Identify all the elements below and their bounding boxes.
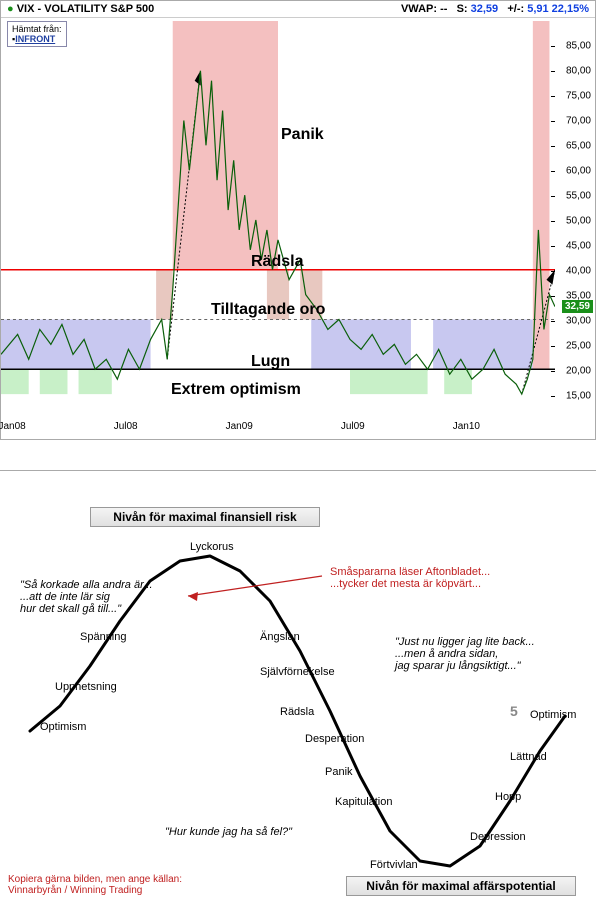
xtick: Jan09	[226, 421, 253, 432]
cycle-stage-label: Optimism	[40, 721, 86, 733]
xtick: Jan08	[0, 421, 26, 432]
ytick: 20,00	[566, 366, 591, 377]
cycle-stage-label: Förtvivlan	[370, 859, 418, 871]
cycle-stage-label: Panik	[325, 766, 353, 778]
cycle-stage-label: Rädsla	[280, 706, 314, 718]
chart-header: ● VIX - VOLATILITY S&P 500 VWAP: -- S: 3…	[1, 1, 595, 18]
cycle-stage-label: Ängslan	[260, 631, 300, 643]
cycle-stage-label: Depression	[470, 831, 526, 843]
ytick: 80,00	[566, 66, 591, 77]
quote-text: Småspararna läser Aftonbladet......tycke…	[330, 566, 490, 590]
ytick: 25,00	[566, 341, 591, 352]
quote-text: "Just nu ligger jag lite back......men å…	[395, 636, 535, 672]
sentiment-cycle-chart: Nivån för maximal finansiell risk Nivån …	[0, 470, 596, 900]
quote-text: "Så korkade alla andra är......att de in…	[20, 579, 153, 615]
credit-text: Kopiera gärna bilden, men ange källan:Vi…	[8, 874, 182, 896]
chart-title: VIX - VOLATILITY S&P 500	[17, 3, 155, 15]
ytick: 60,00	[566, 166, 591, 177]
xtick: Jul09	[341, 421, 365, 432]
xtick: Jan10	[453, 421, 480, 432]
label-tilltagande: Tilltagande oro	[211, 301, 325, 319]
ytick: 75,00	[566, 91, 591, 102]
current-price-tag: 32,59	[562, 300, 593, 313]
label-lugn: Lugn	[251, 353, 290, 371]
cycle-stage-label: Självförnekelse	[260, 666, 335, 678]
vix-chart: ● VIX - VOLATILITY S&P 500 VWAP: -- S: 3…	[0, 0, 596, 440]
cycle-stage-label: Kapitulation	[335, 796, 393, 808]
ytick: 15,00	[566, 391, 591, 402]
label-radsla: Rädsla	[251, 253, 303, 271]
ytick: 30,00	[566, 316, 591, 327]
label-extrem: Extrem optimism	[171, 381, 301, 399]
cycle-stage-label: Optimism	[530, 709, 576, 721]
cycle-stage-label: Desperation	[305, 733, 364, 745]
quote-text: "Hur kunde jag ha så fel?"	[165, 826, 292, 838]
y-axis: 15,0020,0025,0030,0035,0040,0045,0050,00…	[555, 21, 595, 419]
xtick: Jul08	[114, 421, 138, 432]
ytick: 55,00	[566, 191, 591, 202]
label-panik: Panik	[281, 126, 324, 144]
ytick: 70,00	[566, 116, 591, 127]
ytick: 65,00	[566, 141, 591, 152]
ytick: 50,00	[566, 216, 591, 227]
cycle-stage-label: Upphetsning	[55, 681, 117, 693]
ytick: 45,00	[566, 241, 591, 252]
cycle-stage-label: Lyckorus	[190, 541, 234, 553]
ytick: 40,00	[566, 266, 591, 277]
plot-area: Panik Rädsla Tilltagande oro Lugn Extrem…	[1, 21, 555, 419]
cycle-stage-label: Hopp	[495, 791, 521, 803]
cycle-stage-label: Spänning	[80, 631, 127, 643]
cycle-stage-label: Lättnad	[510, 751, 547, 763]
x-axis: Jan08 Jul08 Jan09 Jul09 Jan10	[1, 419, 555, 439]
ytick: 85,00	[566, 41, 591, 52]
